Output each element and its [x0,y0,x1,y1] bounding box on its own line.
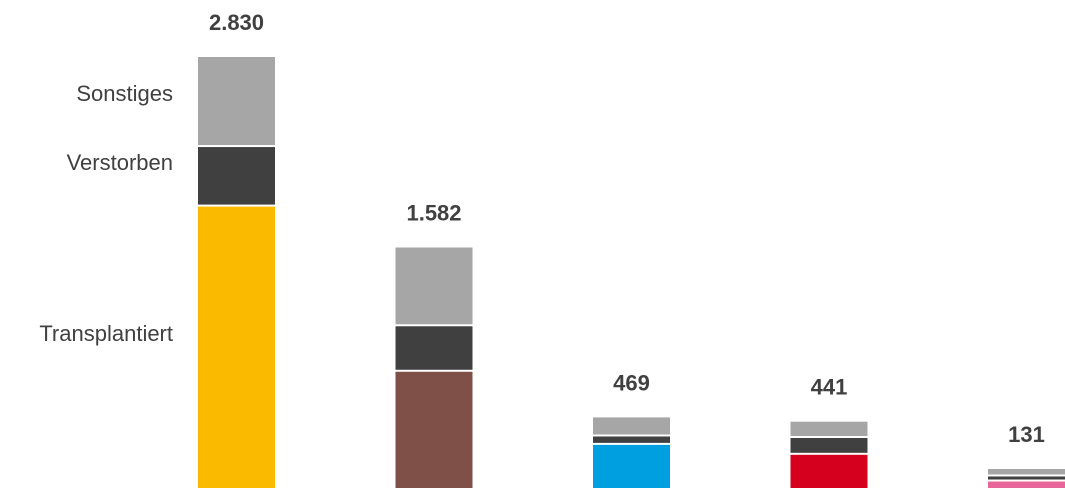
bar-segment-transplantiert-1 [198,206,275,488]
total-label-4: 441 [811,375,848,400]
series-label-sonstiges: Sonstiges [76,81,173,106]
bar-segment-transplantiert-5 [988,481,1065,488]
bar-segment-verstorben-5 [988,476,1065,480]
bar-segment-sonstiges-2 [395,247,473,325]
bar-segment-transplantiert-3 [593,444,670,488]
series-label-transplantiert: Transplantiert [39,321,173,346]
bar-segment-verstorben-1 [198,147,275,205]
bar-segment-verstorben-2 [395,326,473,370]
series-labels: Transplantiert Verstorben Sonstiges [39,81,173,346]
bars [198,57,1065,488]
total-label-3: 469 [613,370,650,395]
series-label-verstorben: Verstorben [67,150,173,175]
bar-segment-sonstiges-5 [988,469,1065,475]
bar-segment-transplantiert-2 [395,371,473,488]
bar-segment-verstorben-4 [790,438,868,453]
bar-segment-transplantiert-4 [790,454,868,488]
bar-segment-verstorben-3 [593,436,670,443]
bar-segment-sonstiges-3 [593,417,670,435]
total-label-1: 2.830 [209,10,264,35]
total-labels: 2.830 1.582 469 441 131 [209,10,1045,447]
total-label-2: 1.582 [406,201,461,226]
total-label-5: 131 [1008,422,1045,447]
bar-segment-sonstiges-4 [790,421,868,437]
bar-segment-sonstiges-1 [198,57,275,146]
